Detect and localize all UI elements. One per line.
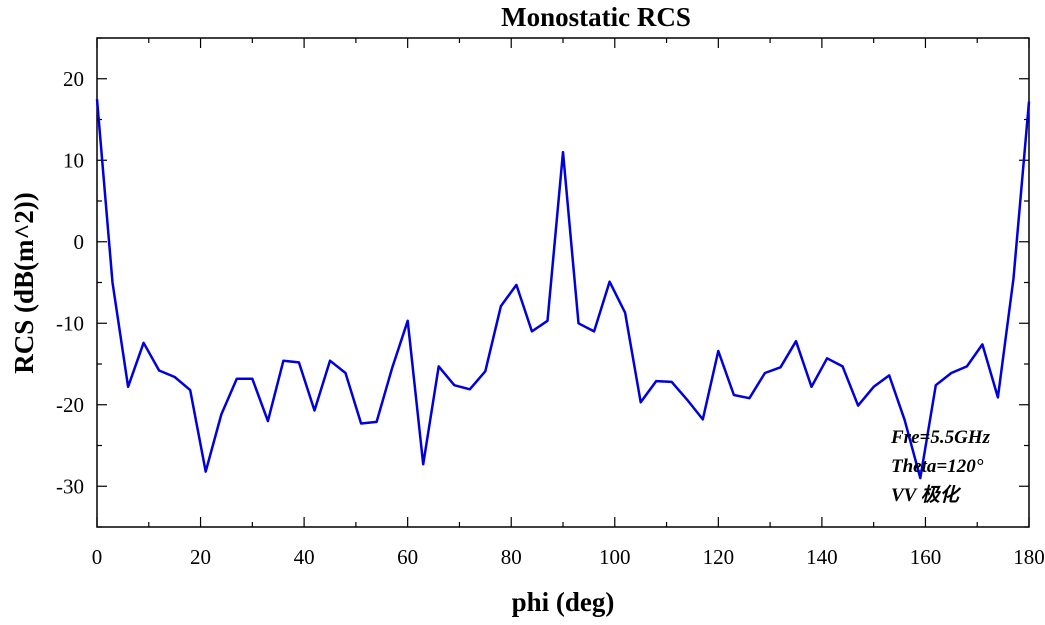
annotation-polarization: VV 极化: [891, 484, 962, 506]
x-tick-label: 160: [910, 545, 942, 569]
x-tick-label: 60: [397, 545, 418, 569]
x-tick-label: 0: [92, 545, 103, 569]
y-tick-label: -10: [56, 311, 84, 335]
x-tick-label: 80: [501, 545, 522, 569]
plot-area-frame: [96, 37, 1030, 528]
x-tick-label: 20: [190, 545, 211, 569]
y-tick-label: -20: [56, 393, 84, 417]
x-tick-label: 100: [599, 545, 631, 569]
y-axis-label: RCS (dB(m^2)): [9, 192, 39, 373]
rcs-series-line: [95, 98, 1031, 480]
y-tick-label: 20: [63, 67, 84, 91]
x-tick-label: 40: [294, 545, 315, 569]
y-tick-label: 10: [63, 148, 84, 172]
annotation-frequency: Fre=5.5GHz: [890, 427, 991, 448]
annotation-theta: Theta=120°: [891, 456, 984, 477]
y-tick-label: 0: [74, 230, 85, 254]
annotation-box: Fre=5.5GHz Theta=120° VV 极化: [890, 427, 991, 506]
x-tick-labels: 0 20 40 60 80 100 120 140 160 180: [92, 545, 1045, 569]
x-axis-label: phi (deg): [512, 587, 615, 617]
x-tick-label: 120: [703, 545, 735, 569]
x-tick-label: 140: [806, 545, 838, 569]
axis-ticks: [96, 37, 1030, 528]
chart-title: Monostatic RCS: [501, 2, 691, 32]
y-tick-labels: -30 -20 -10 0 10 20: [56, 67, 84, 499]
x-tick-label: 180: [1013, 545, 1045, 569]
y-tick-label: -30: [56, 474, 84, 498]
